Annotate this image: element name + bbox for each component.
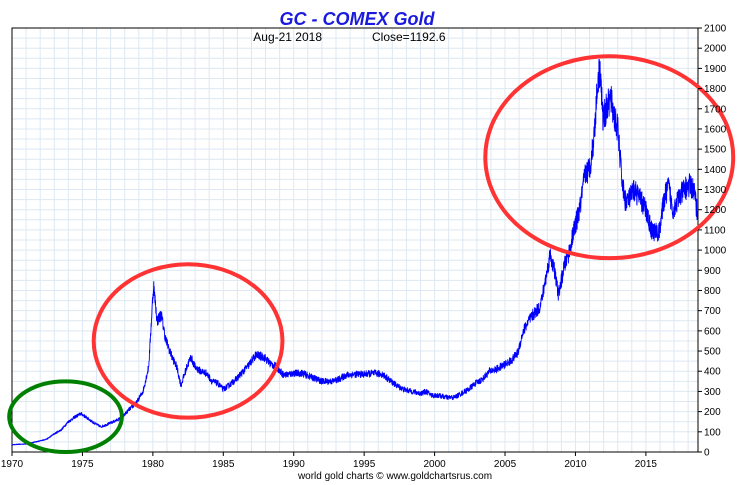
y-tick-label: 2000 — [704, 44, 727, 55]
highlight-ellipse-3 — [483, 54, 736, 261]
x-tick-label: 2005 — [494, 459, 517, 470]
highlight-ellipse-1 — [7, 379, 124, 454]
plot-frame — [11, 27, 699, 453]
y-tick-label: 1100 — [704, 225, 726, 236]
y-tick-label: 1000 — [704, 246, 727, 257]
x-axis-ticks: 1970 1975 1980 1985 1990 1995 2000 2005 2010 2015 — [1, 452, 658, 470]
y-tick-label: 300 — [704, 387, 721, 398]
y-tick-label: 1500 — [704, 145, 727, 156]
y-tick-label: 500 — [704, 347, 721, 358]
series-layer — [11, 58, 698, 446]
x-tick-label: 1970 — [1, 459, 24, 470]
y-tick-label: 1300 — [704, 185, 727, 196]
x-tick-label: 2000 — [423, 459, 446, 470]
y-tick-label: 900 — [704, 266, 721, 277]
subtitle-close: Close=1192.6 — [372, 30, 446, 44]
x-tick-label: 2015 — [635, 459, 658, 470]
y-tick-label: 800 — [704, 286, 721, 297]
y-tick-label: 1400 — [704, 165, 727, 176]
y-tick-label: 700 — [704, 306, 721, 317]
chart-title: GC - COMEX Gold — [280, 9, 436, 29]
y-tick-label: 100 — [704, 427, 721, 438]
gold-price-line — [11, 58, 698, 446]
x-tick-label: 2010 — [564, 459, 587, 470]
highlight-ellipse-2 — [91, 262, 285, 420]
y-tick-label: 1600 — [704, 124, 727, 135]
y-tick-label: 1800 — [704, 84, 727, 95]
y-tick-label: 1900 — [704, 64, 727, 75]
y-axis-ticks: 0 100 200 300 400 500 600 700 800 900 1000 1100 1200… — [698, 24, 727, 459]
y-tick-label: 2100 — [704, 24, 727, 35]
annotation-layer — [7, 54, 736, 454]
y-tick-label: 600 — [704, 326, 721, 337]
y-tick-label: 200 — [704, 407, 721, 418]
y-tick-label: 1200 — [704, 205, 727, 216]
y-tick-label: 1700 — [704, 104, 727, 115]
x-tick-label: 1995 — [353, 459, 376, 470]
y-tick-label: 0 — [704, 448, 710, 459]
x-tick-label: 1990 — [283, 459, 306, 470]
y-tick-label: 400 — [704, 367, 721, 378]
x-tick-label: 1985 — [212, 459, 235, 470]
x-tick-label: 1975 — [71, 459, 94, 470]
x-tick-label: 1980 — [142, 459, 165, 470]
subtitle-date: Aug-21 2018 — [253, 30, 322, 44]
footer-credit: world gold charts © www.goldchartsrus.co… — [297, 471, 492, 482]
